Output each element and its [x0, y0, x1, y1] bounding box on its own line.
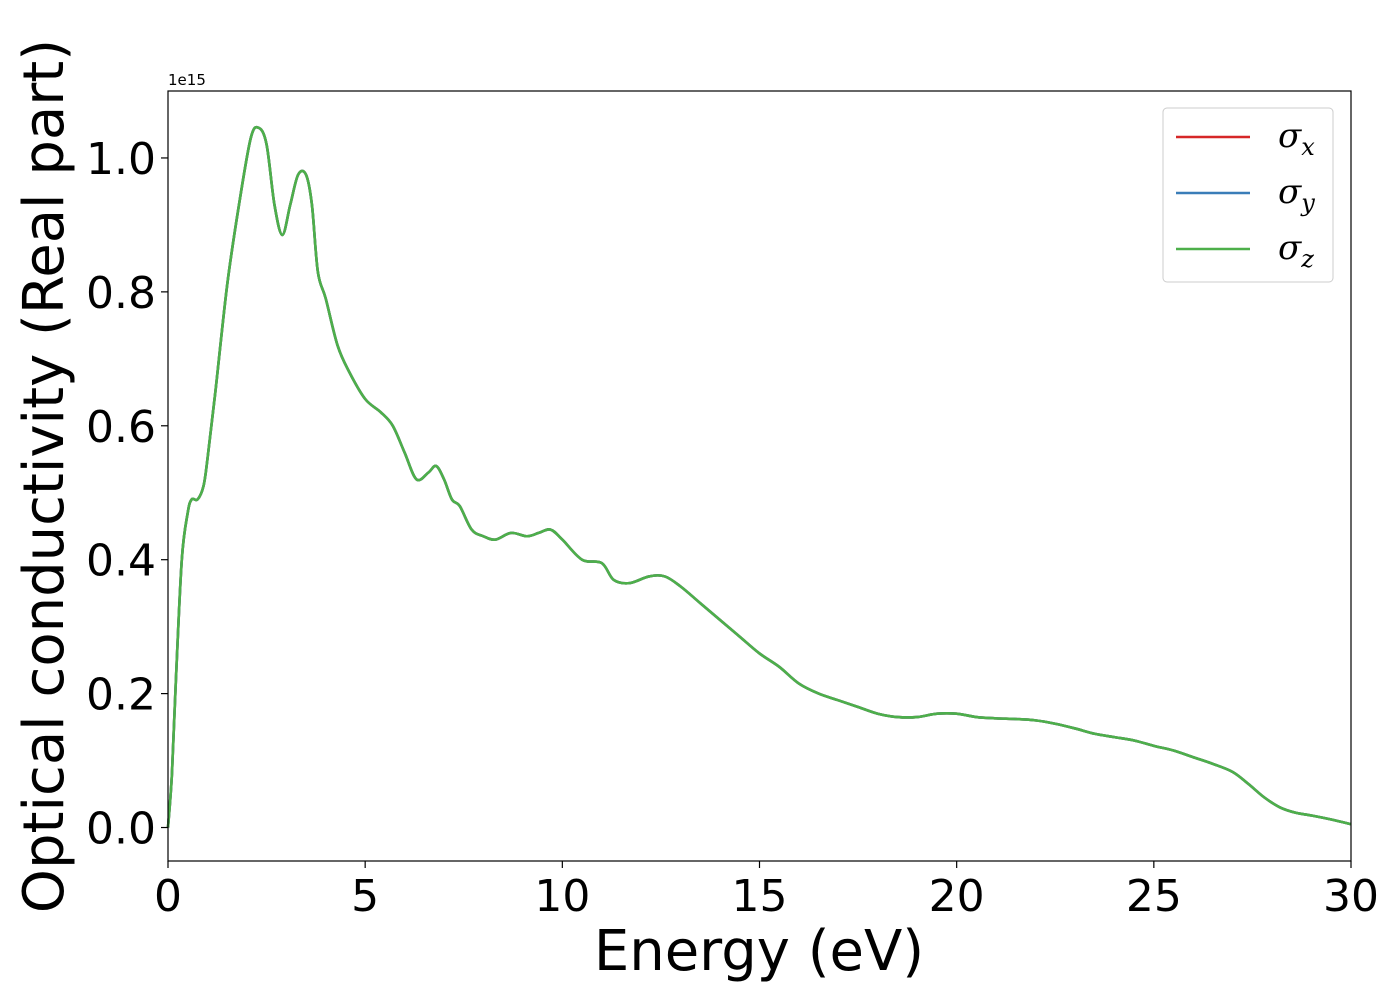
- y-tick-label: 0.4: [86, 536, 156, 587]
- y-axis-ticks: 0.0 0.2 0.4 0.6 0.8 1.0: [86, 134, 168, 855]
- y-axis-offset-label: 1e15: [168, 71, 206, 89]
- y-tick-label: 0.0: [86, 804, 156, 855]
- x-tick-label: 20: [929, 871, 985, 922]
- x-tick-label: 5: [351, 871, 379, 922]
- legend-box: [1162, 107, 1334, 283]
- x-tick-label: 25: [1126, 871, 1182, 922]
- x-tick-label: 15: [732, 871, 788, 922]
- y-axis-label: Optical conductivity (Real part): [12, 39, 77, 913]
- x-tick-label: 0: [154, 871, 182, 922]
- x-axis-label: Energy (eV): [594, 919, 924, 984]
- y-tick-label: 1.0: [86, 134, 156, 185]
- y-tick-label: 0.8: [86, 268, 156, 319]
- x-tick-label: 10: [534, 871, 590, 922]
- x-tick-label: 30: [1323, 871, 1379, 922]
- y-tick-label: 0.2: [86, 670, 156, 721]
- y-tick-label: 0.6: [86, 402, 156, 453]
- x-axis-ticks: 0 5 10 15 20 25 30: [154, 861, 1379, 922]
- series-line-sigma-z: [166, 125, 1352, 828]
